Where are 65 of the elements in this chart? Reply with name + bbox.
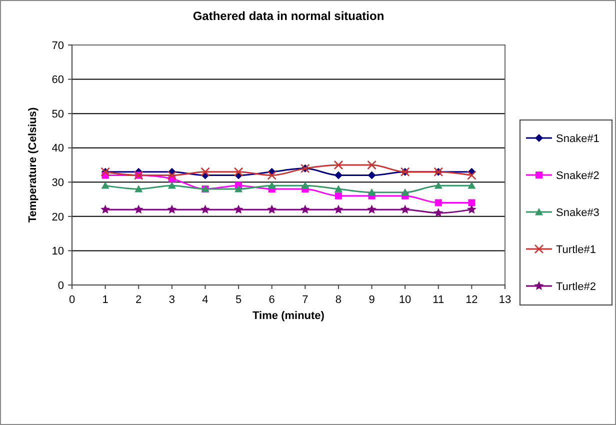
point — [167, 204, 177, 214]
chart-title: Gathered data in normal situation — [192, 9, 384, 23]
point — [167, 170, 177, 180]
legend-label: Snake#3 — [556, 206, 600, 219]
y-tick-label: 40 — [52, 142, 64, 155]
point — [401, 188, 410, 196]
legend-label: Snake#2 — [556, 170, 600, 182]
y-tick-label: 70 — [52, 40, 64, 52]
point — [334, 171, 342, 180]
point — [466, 204, 476, 214]
point — [368, 188, 376, 196]
x-axis-title: Time (minute) — [252, 310, 325, 322]
y-tick-label: 60 — [52, 74, 64, 86]
point — [334, 204, 344, 214]
point — [334, 185, 342, 192]
point — [434, 208, 444, 218]
point — [434, 199, 442, 206]
point — [367, 204, 377, 214]
legend-label: Turtle#2 — [556, 280, 596, 293]
y-tick-label: 50 — [52, 108, 64, 120]
point — [134, 185, 143, 192]
point — [468, 182, 476, 189]
y-tick-label: 30 — [52, 176, 64, 189]
point — [468, 199, 476, 206]
point — [300, 204, 310, 214]
legend-label: Snake#1 — [556, 132, 600, 145]
point — [267, 170, 276, 180]
x-tick-label: 6 — [268, 294, 275, 306]
point — [400, 204, 410, 214]
x-tick-label: 9 — [368, 294, 375, 306]
point — [467, 170, 476, 180]
x-tick-label: 5 — [235, 294, 242, 306]
x-tick-label: 7 — [302, 294, 308, 306]
point — [434, 182, 442, 189]
y-tick-label: 20 — [52, 211, 64, 224]
point — [101, 182, 110, 189]
x-tick-label: 0 — [68, 294, 76, 306]
point — [234, 185, 243, 192]
y-axis-title: Temperature (Celsius) — [27, 107, 39, 223]
x-tick-label: 3 — [168, 294, 175, 306]
point — [134, 204, 144, 214]
x-tick-label: 4 — [202, 294, 208, 306]
point — [334, 160, 344, 170]
point — [268, 182, 276, 189]
x-tick-label: 1 — [102, 294, 108, 306]
x-tick-label: 13 — [498, 294, 512, 306]
point — [267, 204, 277, 214]
point — [200, 167, 210, 177]
x-tick-label: 11 — [432, 294, 444, 306]
point — [334, 192, 342, 200]
point — [234, 204, 244, 214]
y-tick-label: 0 — [58, 280, 64, 292]
x-tick-label: 2 — [136, 294, 142, 306]
point — [168, 182, 176, 189]
point — [368, 171, 376, 180]
point — [234, 167, 244, 177]
point — [301, 182, 310, 189]
point — [100, 204, 110, 214]
y-tick-label: 10 — [52, 246, 64, 258]
point — [367, 160, 376, 170]
x-tick-label: 10 — [398, 294, 412, 306]
point — [200, 204, 210, 214]
x-tick-label: 12 — [466, 294, 478, 306]
x-tick-label: 8 — [335, 294, 342, 306]
legend-label: Turtle#1 — [556, 244, 596, 256]
